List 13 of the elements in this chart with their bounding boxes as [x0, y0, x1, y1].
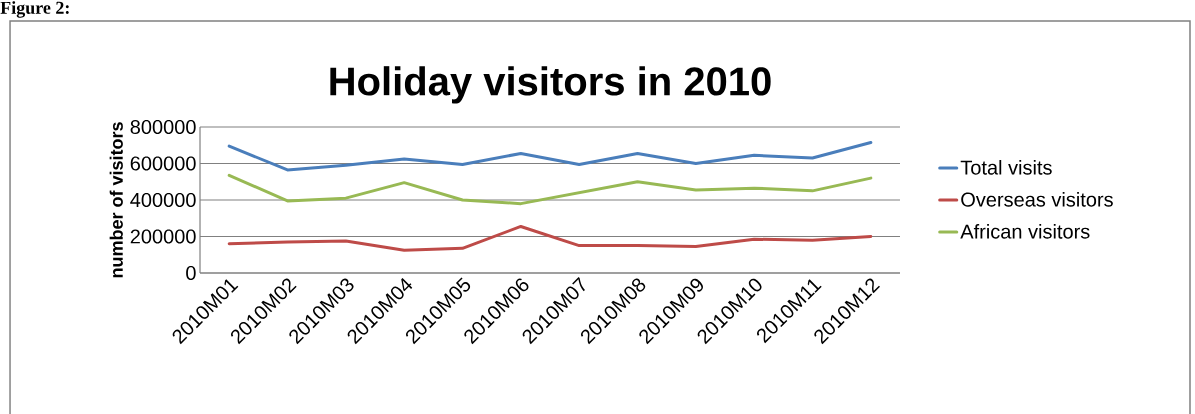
y-tick-label: 600000 [130, 156, 196, 171]
caption: Figure 2: [0, 1, 69, 18]
y-tick-label: 800000 [130, 119, 196, 135]
legend-label: African visitors [960, 223, 1090, 239]
line-series [227, 141, 873, 172]
y-tick-label: 0 [186, 265, 196, 281]
chart-title: Holiday visitors in 2010 [330, 66, 771, 104]
y-tick-label: 200000 [130, 229, 196, 244]
legend-label: Overseas visitors [961, 192, 1113, 207]
legend-label: Total visits [960, 160, 1052, 175]
y-axis-title: number of visitors [109, 122, 123, 278]
y-tick-label: 400000 [130, 192, 196, 208]
line-series [227, 224, 873, 252]
